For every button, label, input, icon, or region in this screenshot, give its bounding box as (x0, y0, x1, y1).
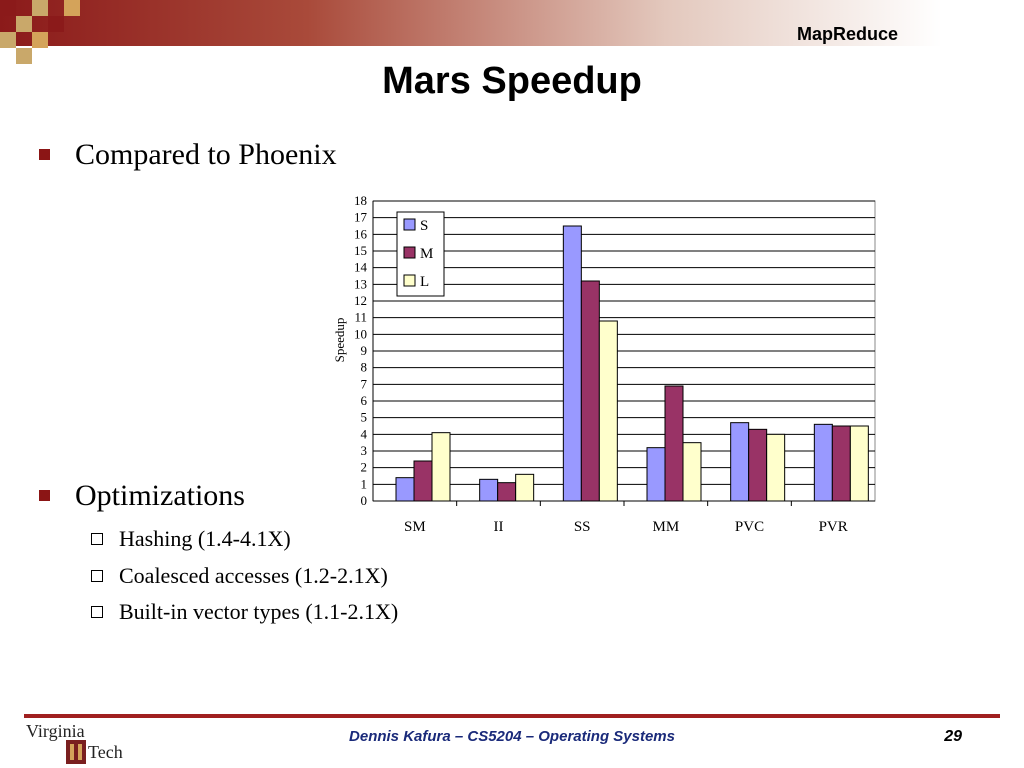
legend-swatch-M (403, 246, 416, 259)
y-tick-label: 6 (361, 393, 368, 408)
sub-bullet-marker (91, 570, 103, 582)
bullet-marker (39, 490, 50, 501)
y-tick-label: 18 (354, 193, 367, 208)
x-category-label: MM (652, 519, 679, 535)
x-category-label: PVC (735, 519, 764, 535)
sub-bullet-marker (91, 606, 103, 618)
x-category-label: SM (404, 519, 426, 535)
y-tick-label: 8 (361, 360, 368, 375)
decor-square (64, 0, 80, 16)
bar-L-MM (682, 442, 702, 502)
sub-bullet-text: Built-in vector types (1.1-2.1X) (119, 599, 399, 624)
legend-label: S (420, 218, 428, 234)
decor-square (16, 48, 32, 64)
header-label: MapReduce (796, 24, 898, 44)
sub-bullet-item: Hashing (1.4-4.1X) (91, 526, 291, 552)
decor-square (48, 16, 64, 32)
y-tick-label: 9 (361, 343, 368, 358)
bullet-item: Compared to Phoenix (39, 138, 337, 172)
y-tick-label: 14 (354, 260, 368, 275)
y-tick-label: 5 (361, 410, 368, 425)
y-tick-label: 0 (361, 493, 368, 508)
bar-M-SS (580, 280, 600, 502)
bar-M-PVR (831, 425, 851, 502)
bar-S-SM (395, 477, 415, 502)
sub-bullet-text: Hashing (1.4-4.1X) (119, 526, 291, 551)
decor-square (0, 0, 16, 16)
y-tick-label: 1 (361, 476, 368, 491)
y-tick-label: 15 (354, 243, 367, 258)
legend-swatch-L (403, 274, 416, 287)
legend-label: M (420, 246, 433, 262)
y-tick-label: 16 (354, 226, 368, 241)
bar-S-II (479, 478, 499, 502)
y-tick-label: 4 (361, 426, 368, 441)
x-category-label: SS (574, 519, 591, 535)
x-category-label: II (494, 519, 504, 535)
bar-M-SM (413, 460, 433, 502)
sub-bullet-text: Coalesced accesses (1.2-2.1X) (119, 563, 388, 588)
sub-bullet-item: Coalesced accesses (1.2-2.1X) (91, 563, 388, 589)
bar-M-PVC (748, 428, 768, 502)
decor-square (0, 32, 16, 48)
y-tick-label: 12 (354, 293, 367, 308)
y-tick-label: 3 (361, 443, 368, 458)
header-banner (0, 0, 1024, 46)
bar-L-PVC (766, 433, 786, 502)
logo-text-line2: Tech (88, 742, 123, 762)
bar-S-PVR (813, 423, 833, 502)
bar-S-MM (646, 447, 666, 502)
bar-L-PVR (849, 425, 869, 502)
footer-divider (24, 714, 1000, 718)
legend-swatch-S (403, 218, 416, 231)
decor-square (32, 32, 48, 48)
sub-bullet-item: Built-in vector types (1.1-2.1X) (91, 599, 399, 625)
bar-M-MM (664, 385, 684, 502)
x-category-label: PVR (819, 519, 848, 535)
bullet-item: Optimizations (39, 479, 245, 513)
decor-square (32, 0, 48, 16)
slide-title: Mars Speedup (382, 60, 642, 102)
footer-text: Dennis Kafura – CS5204 – Operating Syste… (349, 728, 675, 745)
chart-legend: SML (396, 211, 445, 297)
bullet-text: Optimizations (75, 479, 245, 512)
y-tick-label: 11 (354, 310, 367, 325)
y-tick-label: 13 (354, 276, 367, 291)
bar-M-II (497, 482, 517, 502)
y-tick-label: 17 (354, 210, 368, 225)
sub-bullet-marker (91, 533, 103, 545)
bar-L-II (515, 473, 535, 502)
bullet-text: Compared to Phoenix (75, 138, 337, 171)
bar-S-SS (562, 225, 582, 502)
bar-S-PVC (730, 422, 750, 502)
bullet-marker (39, 149, 50, 160)
logo-text-line1: Virginia (26, 721, 85, 741)
decor-square (16, 16, 32, 32)
y-tick-label: 10 (354, 326, 367, 341)
bar-L-SS (598, 320, 618, 502)
virginia-tech-logo: Virginia Tech (26, 721, 123, 764)
bar-L-SM (431, 432, 451, 502)
y-axis-label: Speedup (332, 318, 347, 363)
y-tick-label: 2 (361, 460, 368, 475)
y-tick-label: 7 (361, 376, 368, 391)
page-number: 29 (944, 728, 962, 745)
legend-label: L (420, 274, 429, 290)
